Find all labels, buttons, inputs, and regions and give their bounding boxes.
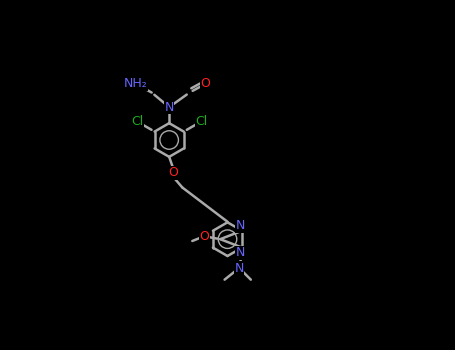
Text: O: O bbox=[199, 230, 209, 243]
Text: NH₂: NH₂ bbox=[124, 77, 147, 90]
Text: N: N bbox=[234, 261, 244, 274]
Text: Cl: Cl bbox=[195, 115, 207, 128]
Text: O: O bbox=[169, 166, 178, 180]
Text: N: N bbox=[164, 100, 174, 114]
Text: O: O bbox=[201, 77, 211, 90]
Text: N: N bbox=[236, 246, 245, 259]
Text: N: N bbox=[236, 219, 245, 232]
Text: Cl: Cl bbox=[131, 115, 143, 128]
